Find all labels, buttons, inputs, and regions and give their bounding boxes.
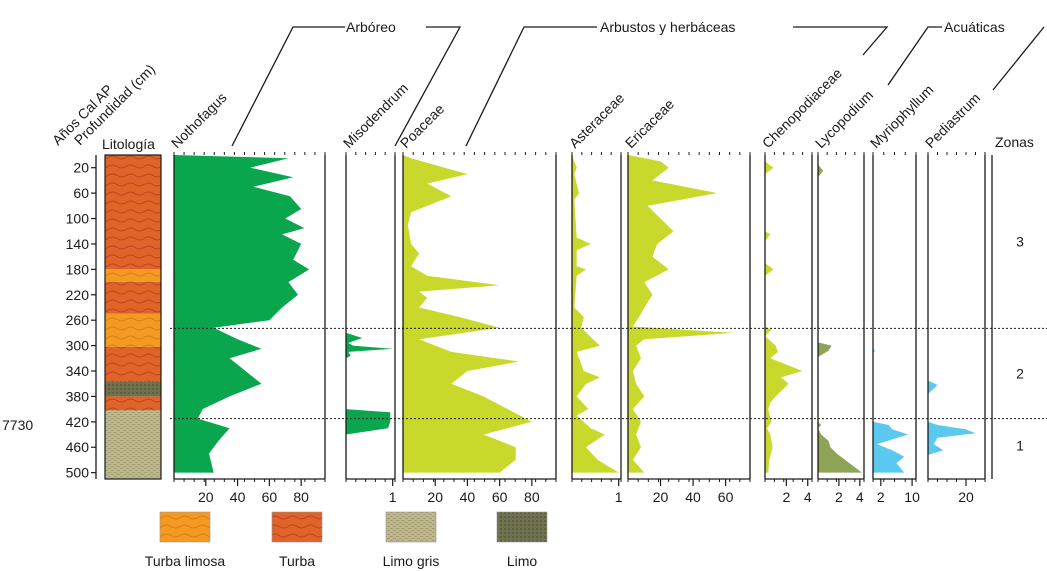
lithology-layer-turba xyxy=(105,155,161,270)
lithology-layer-turba xyxy=(105,346,161,382)
panel-tick-label: 60 xyxy=(492,489,508,505)
series-area-lycopodium xyxy=(818,155,862,473)
legend-label-limo-gris: Limo gris xyxy=(383,553,440,569)
group-label-acuaticas: Acuáticas xyxy=(944,19,1005,35)
group-label-arboreo: Arbóreo xyxy=(346,19,396,35)
lithology-layer-limo xyxy=(105,381,161,397)
lithology-layer-turba xyxy=(105,282,161,314)
series-area-pediastrum xyxy=(928,155,976,473)
taxon-label-pediastrum: Pediastrum xyxy=(922,90,983,151)
panel-tick-label: 20 xyxy=(198,489,214,505)
depth-tick-label: 100 xyxy=(66,211,90,227)
panel-tick-label: 40 xyxy=(685,489,701,505)
depth-tick-label: 180 xyxy=(66,261,90,277)
depth-tick-label: 300 xyxy=(66,338,90,354)
depth-tick-label: 260 xyxy=(66,312,90,328)
series-area-misodendrum xyxy=(346,155,393,473)
group-label-arbustos: Arbustos y herbáceas xyxy=(600,19,735,35)
age-marker: 7730 xyxy=(2,417,33,433)
panel-tick-label: 20 xyxy=(653,489,669,505)
taxon-label-asteraceae: Asteraceae xyxy=(566,90,628,152)
series-area-myriophyllum xyxy=(873,155,909,473)
panel-tick-label: 1 xyxy=(389,489,397,505)
panel-tick-label: 20 xyxy=(958,489,974,505)
depth-tick-label: 340 xyxy=(66,363,90,379)
depth-tick-label: 380 xyxy=(66,388,90,404)
depth-tick-label: 500 xyxy=(66,465,90,481)
lithology-legend: Turba limosa Turba Limo gris Limo xyxy=(145,511,548,569)
panel-tick-label: 20 xyxy=(427,489,443,505)
panel-tick-label: 2 xyxy=(835,489,843,505)
zones: 3 2 1 xyxy=(170,155,1047,479)
lithology-layer-turba xyxy=(105,396,161,411)
zone-label: 1 xyxy=(1016,438,1024,454)
series-area-chenopodiaceae xyxy=(765,155,803,473)
legend-swatch-turba-limosa xyxy=(159,511,211,543)
depth-tick-label: 140 xyxy=(66,236,90,252)
depth-tick-label: 460 xyxy=(66,439,90,455)
legend-label-turba-limosa: Turba limosa xyxy=(145,553,226,569)
taxon-label-nothofagus: Nothofagus xyxy=(168,89,230,151)
depth-tick-label: 60 xyxy=(73,185,89,201)
panel-ericaceae: 20 40 60 Ericaceae xyxy=(622,96,751,505)
panel-asteraceae: 1 Asteraceae xyxy=(566,90,628,505)
panel-pediastrum: 20 Pediastrum xyxy=(922,90,986,505)
legend-swatch-limo-gris xyxy=(385,511,437,543)
panel-tick-label: 1 xyxy=(615,489,623,505)
taxon-label-poaceae: Poaceae xyxy=(397,101,448,152)
panel-tick-label: 60 xyxy=(262,489,278,505)
panel-tick-label: 80 xyxy=(524,489,540,505)
legend-label-turba: Turba xyxy=(279,553,315,569)
legend-label-limo: Limo xyxy=(507,553,538,569)
panel-tick-label: 4 xyxy=(804,489,812,505)
panel-tick-label: 4 xyxy=(856,489,864,505)
zone-label: 2 xyxy=(1016,366,1024,382)
panel-tick-label: 40 xyxy=(230,489,246,505)
series-area-nothofagus xyxy=(174,155,310,473)
panel-tick-label: 2 xyxy=(782,489,790,505)
depth-tick-label: 20 xyxy=(73,160,89,176)
series-area-ericaceae xyxy=(628,155,734,473)
group-arboreo: Arbóreo xyxy=(231,19,462,147)
depth-axis: 20 60 100 140 180 220 260 300 340 380 420 460 500 xyxy=(66,155,97,481)
zones-label: Zonas xyxy=(995,134,1034,150)
panel-poaceae: 20 40 60 80 Poaceae xyxy=(397,101,557,505)
lithology-column xyxy=(104,154,162,480)
panel-tick-label: 40 xyxy=(460,489,476,505)
panel-tick-label: 10 xyxy=(904,489,920,505)
lithology-layer-limo-gris xyxy=(105,410,161,479)
panel-tick-label: 80 xyxy=(293,489,309,505)
legend-swatch-turba xyxy=(271,511,323,543)
lithology-layer-turba-limosa xyxy=(105,313,161,347)
series-area-poaceae xyxy=(403,155,532,473)
group-arbustos: Arbustos y herbáceas xyxy=(465,19,889,147)
legend-swatch-limo xyxy=(496,511,548,543)
lithology-frame xyxy=(104,154,162,480)
panel-nothofagus: 20 40 60 80 Nothofagus xyxy=(168,89,326,505)
series-area-asteraceae xyxy=(572,155,619,473)
lithology-layer-turba-limosa xyxy=(105,269,161,283)
panel-tick-label: 2 xyxy=(877,489,885,505)
group-acuaticas: Acuáticas xyxy=(887,19,1045,91)
taxon-label-ericaceae: Ericaceae xyxy=(622,96,677,151)
zone-label: 3 xyxy=(1016,234,1024,250)
lithology-label: Litología xyxy=(102,136,155,152)
panel-tick-label: 60 xyxy=(718,489,734,505)
depth-tick-label: 420 xyxy=(66,414,90,430)
depth-tick-label: 220 xyxy=(66,287,90,303)
